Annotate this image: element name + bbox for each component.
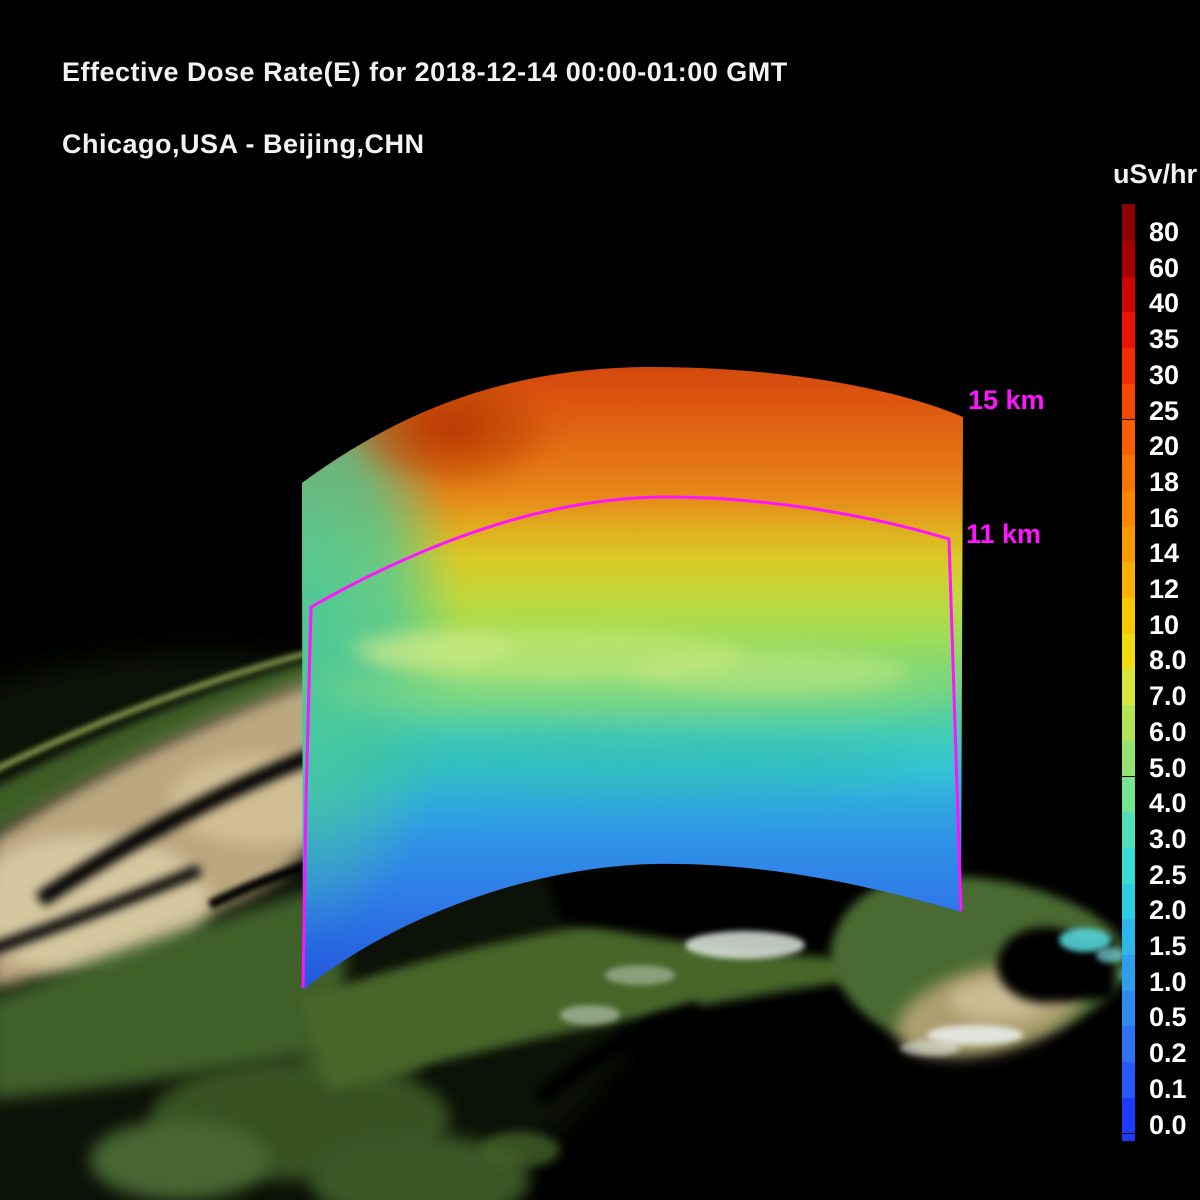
colorbar-segment: [1122, 598, 1135, 634]
colorbar-tick-label: 2.5: [1149, 859, 1187, 890]
colorbar-tick-label: 0.5: [1149, 1002, 1187, 1033]
colorbar-segment: [1122, 955, 1135, 991]
colorbar-tick-label: 60: [1149, 252, 1180, 283]
colorbar-segment: [1122, 990, 1135, 1027]
colorbar-tick-label: 0.2: [1149, 1038, 1187, 1069]
altitude-label-11km: 11 km: [966, 519, 1042, 549]
colorbar-segment: [1122, 776, 1135, 813]
colorbar-segment: [1122, 847, 1135, 884]
colorbar-segment: [1122, 276, 1135, 313]
colorbar-segment: [1122, 204, 1135, 241]
colorbar-segment: [1122, 705, 1135, 741]
earth-globe: [0, 643, 1131, 1200]
colorbar-tick-label: 1.0: [1149, 966, 1187, 997]
colorbar-segment: [1122, 455, 1135, 491]
colorbar-tick-label: 4.0: [1149, 788, 1187, 819]
colorbar-unit-label: uSv/hr: [1113, 159, 1198, 189]
colorbar-segment: [1122, 419, 1135, 456]
north-america-terrain: [830, 876, 1131, 1057]
colorbar-tick-label: 10: [1149, 609, 1180, 640]
colorbar-segment: [1122, 740, 1135, 777]
colorbar-tick-label: 6.0: [1149, 716, 1187, 747]
colorbar-tick-label: 40: [1149, 288, 1180, 319]
colorbar-tick-label: 35: [1149, 324, 1180, 355]
colorbar-segment: [1122, 383, 1135, 420]
colorbar-segment: [1122, 312, 1135, 349]
colorbar-tick-label: 25: [1149, 395, 1180, 426]
colorbar-tick-label: 20: [1149, 431, 1180, 462]
colorbar-tick-label: 3.0: [1149, 823, 1187, 854]
colorbar-segment: [1122, 669, 1135, 706]
route-subtitle: Chicago,USA - Beijing,CHN: [62, 129, 425, 159]
colorbar-tick-label: 30: [1149, 359, 1180, 390]
colorbar-segment: [1122, 812, 1135, 848]
colorbar-segment: [1122, 1026, 1135, 1063]
colorbar-tick-label: 80: [1149, 217, 1180, 247]
colorbar-segment: [1122, 241, 1135, 277]
colorbar-tick-label: 0.1: [1149, 1073, 1187, 1104]
colorbar-segment: [1122, 633, 1135, 670]
colorbar-segment: [1122, 919, 1135, 955]
colorbar-tick-label: 12: [1149, 574, 1180, 604]
colorbar-tick-label: 0.0: [1149, 1109, 1187, 1140]
colorbar-tick-label: 1.5: [1149, 931, 1187, 961]
dose-curtain: [301, 366, 963, 991]
colorbar-segment: [1122, 562, 1135, 598]
colorbar-tick-label: 5.0: [1149, 752, 1187, 783]
flight-path-outline: [301, 495, 963, 989]
colorbar-tick-label: 16: [1149, 502, 1180, 533]
colorbar-tick-label: 14: [1149, 538, 1180, 569]
colorbar-tick-label: 2.0: [1149, 895, 1187, 926]
chart-title: Effective Dose Rate(E) for 2018-12-14 00…: [62, 57, 788, 87]
colorbar-segment: [1122, 348, 1135, 384]
earth-limb: [0, 643, 336, 771]
altitude-label-15km: 15 km: [968, 385, 1045, 415]
colorbar-tick-label: 8.0: [1149, 645, 1187, 676]
colorbar-segment: [1122, 526, 1135, 563]
colorbar-segment: [1122, 1133, 1135, 1141]
colorbar-segment: [1122, 490, 1135, 527]
colorbar-tick-label: 18: [1149, 466, 1180, 497]
colorbar-segment: [1122, 883, 1135, 920]
colorbar-segment: [1122, 1097, 1135, 1134]
colorbar-segment: [1122, 1062, 1135, 1098]
colorbar-tick-label: 7.0: [1149, 681, 1187, 712]
